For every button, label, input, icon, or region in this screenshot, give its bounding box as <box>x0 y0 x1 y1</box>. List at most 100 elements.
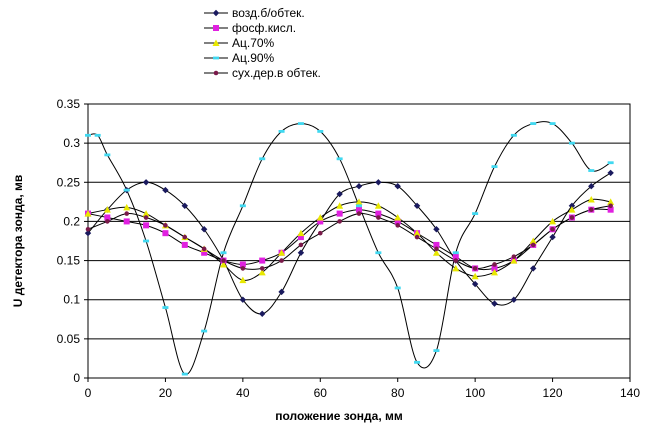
data-point <box>239 276 247 284</box>
data-point <box>298 242 304 248</box>
data-point <box>452 253 459 260</box>
data-point <box>394 286 401 290</box>
data-point <box>568 206 576 213</box>
data-point <box>297 234 304 241</box>
data-point <box>84 210 92 217</box>
data-point <box>375 179 382 186</box>
y-axis: 0 0.05 0.1 0.15 0.2 0.25 0.3 0.35 <box>57 97 88 385</box>
y-tick-label: 0.3 <box>63 136 80 150</box>
data-point <box>452 251 459 255</box>
data-point <box>472 266 478 271</box>
data-point <box>491 268 498 276</box>
data-point <box>356 206 362 213</box>
data-point <box>142 210 150 217</box>
data-point <box>221 258 226 263</box>
data-point <box>568 141 575 145</box>
data-point <box>181 372 188 376</box>
x-tick-label: 140 <box>620 386 640 400</box>
data-point <box>123 218 130 225</box>
data-point <box>297 249 305 256</box>
data-point <box>588 169 595 172</box>
data-point <box>413 229 421 237</box>
data-point <box>85 133 91 137</box>
data-point <box>278 249 286 256</box>
data-point <box>432 249 440 256</box>
legend-label: Ац.70% <box>232 36 275 50</box>
data-point <box>549 217 557 225</box>
data-point <box>200 226 208 233</box>
legend-marker <box>212 39 220 46</box>
series-line <box>87 208 611 271</box>
y-axis-label: U детектора зонда, мв <box>11 175 25 308</box>
data-point <box>375 251 382 255</box>
data-point <box>394 214 402 221</box>
data-point <box>297 122 304 125</box>
data-point <box>607 198 615 205</box>
data-point <box>84 229 92 237</box>
data-point <box>530 122 537 125</box>
legend-label: Ац.90% <box>232 51 275 65</box>
data-point <box>240 266 246 271</box>
data-point <box>510 257 518 264</box>
legend-marker <box>213 56 219 60</box>
legend-marker <box>213 25 219 31</box>
data-point <box>104 214 111 221</box>
data-point <box>434 246 439 252</box>
data-point <box>85 226 91 232</box>
data-point <box>395 223 401 228</box>
data-point <box>491 265 498 272</box>
data-point <box>356 211 362 216</box>
data-point <box>433 226 440 233</box>
data-point <box>336 190 343 198</box>
data-point <box>297 229 305 237</box>
data-point <box>471 272 479 280</box>
data-point <box>337 219 342 224</box>
data-point <box>259 157 266 161</box>
data-point <box>608 203 613 209</box>
y-tick-label: 0.35 <box>57 97 81 111</box>
x-tick-label: 0 <box>85 386 92 400</box>
data-point <box>530 242 536 248</box>
data-point <box>163 223 168 228</box>
series-line <box>87 205 611 270</box>
data-point <box>104 153 111 157</box>
legend-label: фосф.кисл. <box>232 21 296 35</box>
data-point <box>239 261 246 268</box>
data-point <box>471 280 479 288</box>
data-point <box>452 264 460 272</box>
data-point <box>162 230 169 237</box>
x-tick-label: 40 <box>236 386 250 400</box>
data-point <box>239 204 246 208</box>
x-axis: 0 20 40 60 80 100 120 140 <box>85 378 640 400</box>
data-point <box>550 226 555 232</box>
y-tick-label: 0.1 <box>63 293 80 307</box>
data-point <box>336 210 343 217</box>
data-point <box>569 215 575 220</box>
data-point <box>182 234 188 240</box>
data-point <box>181 241 188 248</box>
y-tick-label: 0.2 <box>63 214 80 228</box>
data-point <box>239 296 247 303</box>
data-point <box>317 130 324 133</box>
data-point <box>511 254 517 259</box>
data-point <box>394 183 401 190</box>
legend-marker <box>212 9 220 17</box>
data-point <box>123 188 130 192</box>
data-point <box>374 202 382 209</box>
data-point <box>510 296 518 303</box>
legend: возд.б/обтек.фосф.кисл.Ац.70%Ац.90%сух.д… <box>204 6 321 80</box>
y-tick-label: 0.05 <box>57 332 81 346</box>
data-point <box>588 207 594 212</box>
data-point <box>259 257 266 264</box>
data-point <box>530 265 537 272</box>
data-point <box>510 133 517 137</box>
x-tick-label: 100 <box>465 386 485 400</box>
data-point <box>181 202 188 209</box>
plot-area <box>87 103 631 379</box>
data-point <box>394 218 401 225</box>
data-point <box>278 288 285 296</box>
data-point <box>279 258 284 263</box>
data-point <box>316 214 324 221</box>
